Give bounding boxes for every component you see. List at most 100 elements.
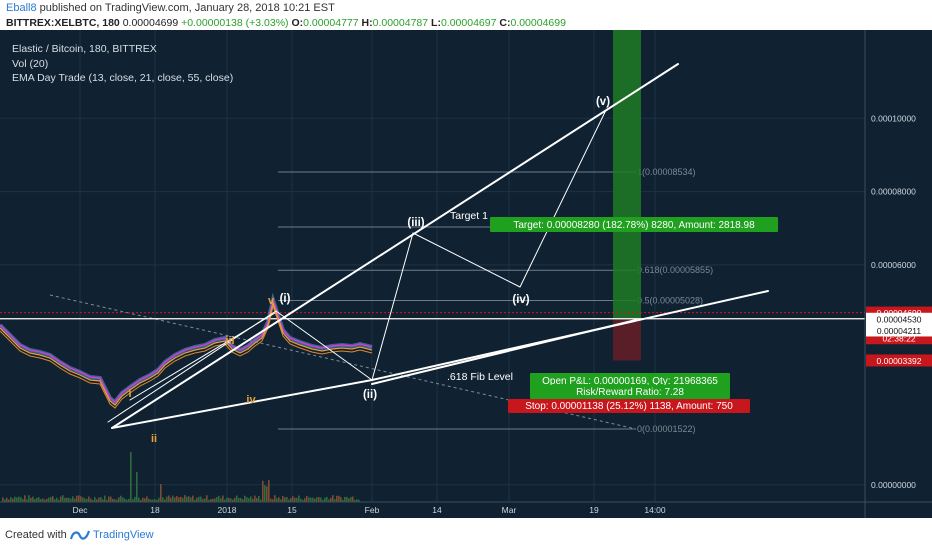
volume-bar xyxy=(146,496,148,502)
volume-bar xyxy=(332,495,334,502)
volume-bar xyxy=(212,498,214,502)
author-link[interactable]: Eball8 xyxy=(6,2,37,14)
x-tick-label: 18 xyxy=(150,505,160,515)
volume-bar xyxy=(346,496,348,502)
risk-reward-label-box xyxy=(530,385,730,399)
fib-level-label: 0(0.00001522) xyxy=(637,424,696,434)
volume-bar xyxy=(204,498,206,502)
volume-bar xyxy=(66,497,68,502)
volume-bar xyxy=(326,496,328,502)
volume-bar xyxy=(176,496,178,502)
volume-bar xyxy=(102,499,104,502)
volume-bar xyxy=(350,497,352,502)
x-tick-label: Feb xyxy=(365,505,380,515)
volume-bar xyxy=(122,497,124,502)
volume-bar xyxy=(246,497,248,502)
volume-bar xyxy=(298,495,300,502)
volume-bar xyxy=(262,480,264,502)
volume-bar xyxy=(32,496,34,502)
volume-bar xyxy=(324,497,326,502)
price-tag-box xyxy=(866,324,932,337)
chart-panel[interactable]: 2.618(0.00019878)1.618(0.00012687)1(0.00… xyxy=(0,30,932,518)
volume-bar xyxy=(292,496,294,502)
upper-channel-line xyxy=(111,63,679,429)
volume-bar xyxy=(88,496,90,502)
volume-bar xyxy=(110,496,112,502)
publish-line: Eball8 published on TradingView.com, Jan… xyxy=(6,2,335,14)
volume-bar xyxy=(182,497,184,502)
profit-zone xyxy=(613,30,641,319)
volume-bar xyxy=(10,497,12,502)
volume-bar xyxy=(244,495,246,502)
volume-bar xyxy=(20,497,22,502)
tradingview-link[interactable]: TradingView xyxy=(93,529,154,541)
volume-bar xyxy=(14,496,16,502)
legend-title: Elastic / Bitcoin, 180, BITTREX xyxy=(12,43,157,55)
volume-bar xyxy=(138,497,140,502)
volume-bar xyxy=(70,498,72,502)
ema-13-line xyxy=(0,297,373,403)
price-tag: 0.00004530 xyxy=(877,314,922,324)
volume-bar xyxy=(98,497,100,502)
wave-label: iii xyxy=(225,335,234,347)
volume-bar xyxy=(86,498,88,502)
volume-bar xyxy=(224,499,226,502)
volume-bar xyxy=(198,496,200,502)
volume-bar xyxy=(120,495,122,502)
wave-label: iv xyxy=(246,394,256,406)
price-tag: 0.00003392 xyxy=(877,356,922,366)
volume-bar xyxy=(252,498,254,502)
target-label-box xyxy=(490,217,778,232)
volume-bar xyxy=(64,497,66,502)
volume-bar xyxy=(72,496,74,502)
volume-bar xyxy=(200,496,202,502)
volume-bar xyxy=(166,496,168,502)
volume-bar xyxy=(164,499,166,502)
header: Eball8 published on TradingView.com, Jan… xyxy=(0,0,932,30)
fib-level-label: 0.618(0.00005855) xyxy=(637,265,713,275)
volume-bar xyxy=(294,497,296,502)
volume-bar xyxy=(214,498,216,502)
volume-bar xyxy=(186,496,188,502)
volume-bar xyxy=(210,499,212,502)
price-chart[interactable]: 2.618(0.00019878)1.618(0.00012687)1(0.00… xyxy=(0,30,932,518)
volume-bar xyxy=(236,495,238,502)
volume-bar xyxy=(304,498,306,502)
volume-bar xyxy=(340,497,342,502)
volume-bar xyxy=(284,497,286,502)
target-label: Target: 0.00008280 (182.78%) 8280, Amoun… xyxy=(513,220,755,231)
volume-bar xyxy=(280,499,282,502)
volume-bar xyxy=(320,497,322,502)
volume-bar xyxy=(82,497,84,502)
lower-channel-line xyxy=(111,379,373,429)
volume-bar xyxy=(170,497,172,502)
volume-bar xyxy=(264,485,266,502)
risk-reward-label: Risk/Reward Ratio: 7.28 xyxy=(576,387,684,398)
volume-bar xyxy=(230,498,232,502)
x-tick-label: Dec xyxy=(72,505,88,515)
volume-bar xyxy=(156,499,158,502)
volume-bar xyxy=(80,496,82,502)
volume-bar xyxy=(302,499,304,502)
volume-bar xyxy=(206,495,208,502)
volume-bar xyxy=(196,497,198,502)
wave-iii-leg xyxy=(371,232,414,381)
volume-bar xyxy=(28,495,30,502)
volume-bar xyxy=(356,499,358,502)
volume-bar xyxy=(114,499,116,502)
annotation-label: .618 Fib Level xyxy=(447,371,513,383)
volume-bar xyxy=(40,499,42,502)
fib-level-label: 0.5(0.00005028) xyxy=(637,296,703,306)
volume-bar xyxy=(222,495,224,502)
volume-bar xyxy=(74,498,76,502)
x-tick-label: Mar xyxy=(502,505,517,515)
volume-bar xyxy=(248,498,250,502)
high-value: 0.00004787 xyxy=(372,17,429,29)
volume-bar xyxy=(266,486,268,502)
volume-bar xyxy=(270,498,272,502)
volume-bar xyxy=(116,499,118,502)
volume-bar xyxy=(6,497,8,502)
wave-label: (ii) xyxy=(363,389,377,401)
volume-bar xyxy=(106,499,108,502)
fib-level-label: 1(0.00008534) xyxy=(637,167,696,177)
